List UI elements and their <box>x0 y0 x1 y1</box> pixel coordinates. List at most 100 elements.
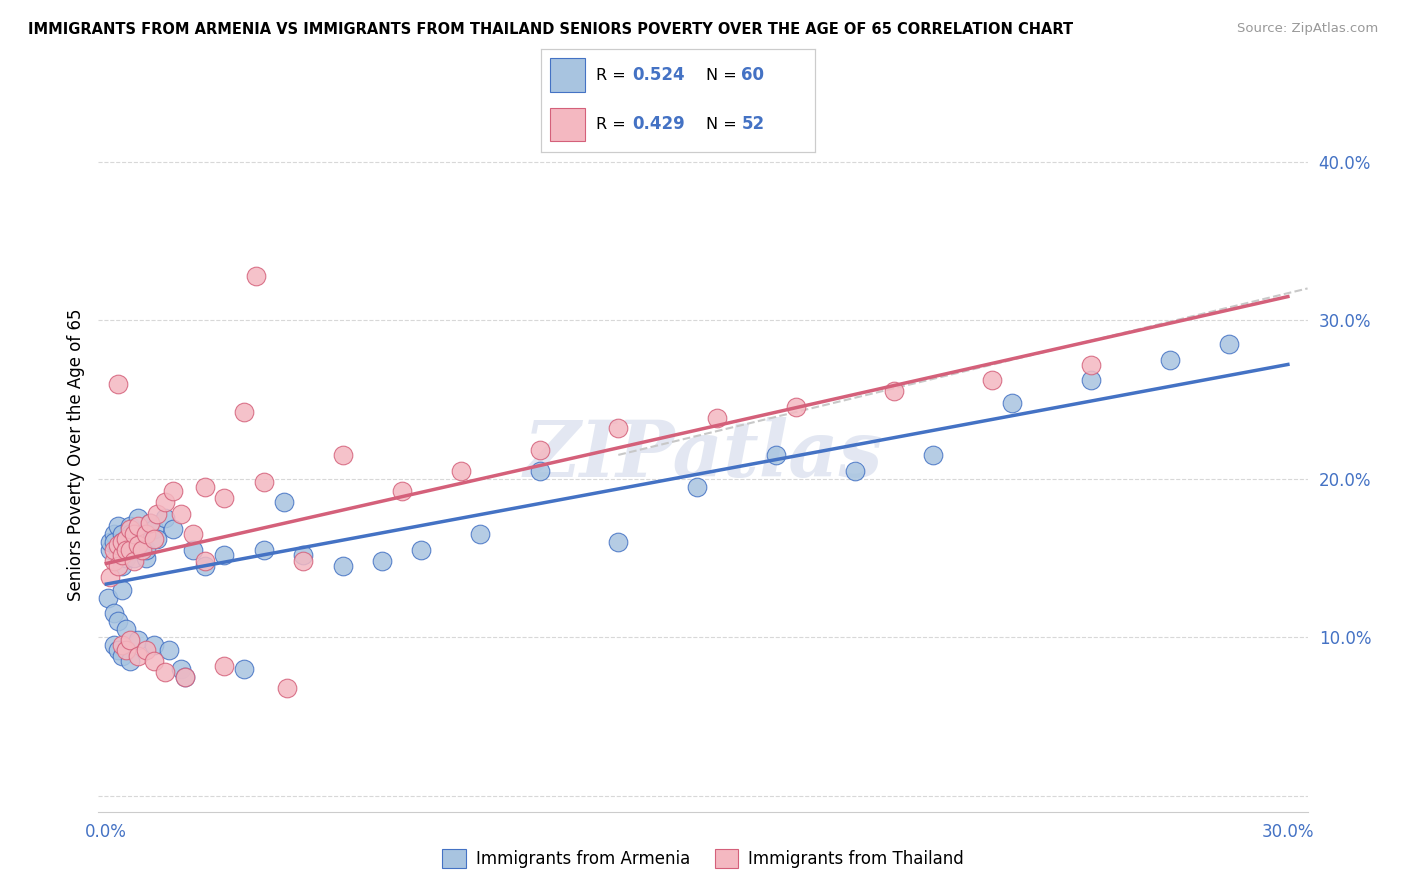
Point <box>162 523 184 537</box>
Point <box>127 538 149 552</box>
Point <box>214 548 236 562</box>
Point <box>118 527 141 541</box>
Point <box>922 448 945 462</box>
Point <box>111 535 134 549</box>
Text: N =: N = <box>706 68 742 83</box>
Point <box>181 543 204 558</box>
Point <box>107 519 129 533</box>
Point <box>233 405 256 419</box>
Point <box>118 633 141 648</box>
Point <box>115 551 138 566</box>
Point <box>607 535 630 549</box>
Point <box>135 543 157 558</box>
Point <box>115 623 138 637</box>
Point <box>411 543 433 558</box>
Point <box>103 543 125 558</box>
Point <box>111 582 134 597</box>
Text: Source: ZipAtlas.com: Source: ZipAtlas.com <box>1237 22 1378 36</box>
Point <box>607 421 630 435</box>
Point <box>194 554 217 568</box>
Point <box>155 495 177 509</box>
Point <box>111 535 134 549</box>
Point <box>122 551 145 566</box>
Point <box>107 538 129 552</box>
Point <box>371 554 394 568</box>
Point <box>98 535 121 549</box>
Point <box>214 491 236 505</box>
Point <box>174 670 197 684</box>
Text: ZIPatlas: ZIPatlas <box>523 417 883 493</box>
Text: 0.524: 0.524 <box>631 66 685 84</box>
Point <box>118 523 141 537</box>
Point <box>391 484 413 499</box>
Point <box>981 373 1004 387</box>
Point <box>146 507 169 521</box>
Point <box>273 495 295 509</box>
Point <box>135 551 157 566</box>
Point <box>138 516 160 530</box>
Point <box>292 548 315 562</box>
Point <box>844 464 866 478</box>
Point <box>103 554 125 568</box>
Point <box>686 480 709 494</box>
Text: 52: 52 <box>741 115 765 134</box>
Point <box>146 532 169 546</box>
Bar <box>550 58 585 92</box>
Point <box>115 543 138 558</box>
Legend: Immigrants from Armenia, Immigrants from Thailand: Immigrants from Armenia, Immigrants from… <box>436 842 970 875</box>
Point <box>214 658 236 673</box>
Point <box>332 448 354 462</box>
Point <box>111 638 134 652</box>
Point <box>115 643 138 657</box>
Point <box>103 535 125 549</box>
Point <box>127 633 149 648</box>
Text: 0.429: 0.429 <box>631 115 685 134</box>
Text: IMMIGRANTS FROM ARMENIA VS IMMIGRANTS FROM THAILAND SENIORS POVERTY OVER THE AGE: IMMIGRANTS FROM ARMENIA VS IMMIGRANTS FR… <box>28 22 1073 37</box>
Point <box>127 535 149 549</box>
Text: N =: N = <box>706 117 742 132</box>
Point <box>142 532 165 546</box>
Point <box>127 519 149 533</box>
Point <box>138 516 160 530</box>
Point <box>785 401 807 415</box>
Point <box>111 548 134 562</box>
Point <box>170 507 193 521</box>
Point <box>1080 358 1102 372</box>
Point <box>253 543 276 558</box>
Point <box>127 649 149 664</box>
Point <box>135 527 157 541</box>
Point <box>529 443 551 458</box>
Point <box>97 591 120 605</box>
Point <box>103 607 125 621</box>
Point <box>194 480 217 494</box>
Point <box>170 662 193 676</box>
Point <box>162 484 184 499</box>
Text: R =: R = <box>596 117 631 132</box>
Point <box>115 543 138 558</box>
Point <box>111 527 134 541</box>
Point <box>1001 395 1024 409</box>
Point <box>111 558 134 573</box>
Point <box>135 643 157 657</box>
Text: 60: 60 <box>741 66 765 84</box>
Point <box>107 615 129 629</box>
Point <box>98 543 121 558</box>
Point <box>253 475 276 489</box>
Point <box>122 554 145 568</box>
Point <box>142 654 165 668</box>
Point <box>1080 373 1102 387</box>
Point <box>194 558 217 573</box>
Point <box>131 543 153 558</box>
Point <box>233 662 256 676</box>
Point <box>98 570 121 584</box>
Point <box>103 638 125 652</box>
Point <box>706 411 728 425</box>
Point <box>245 268 267 283</box>
Point <box>107 376 129 391</box>
Point <box>107 643 129 657</box>
Point <box>107 558 129 573</box>
Point <box>155 665 177 680</box>
Point <box>122 543 145 558</box>
Point <box>127 511 149 525</box>
Point <box>155 511 177 525</box>
